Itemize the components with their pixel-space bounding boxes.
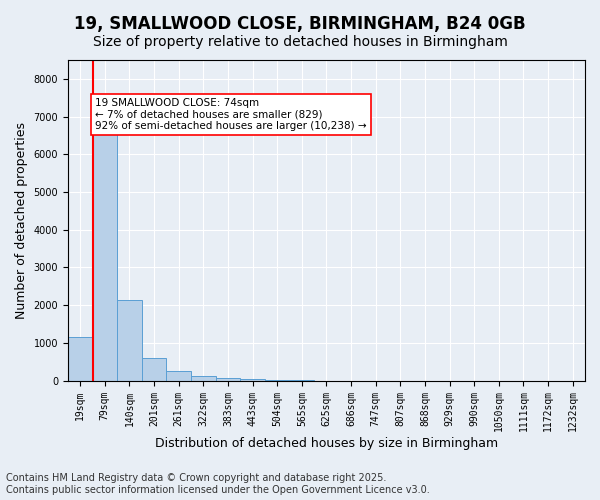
Text: Size of property relative to detached houses in Birmingham: Size of property relative to detached ho… [92,35,508,49]
Bar [166,371,191,380]
Bar [68,337,92,380]
Bar [117,300,142,380]
Text: 19, SMALLWOOD CLOSE, BIRMINGHAM, B24 0GB: 19, SMALLWOOD CLOSE, BIRMINGHAM, B24 0GB [74,15,526,33]
Bar [215,378,240,380]
Text: 19 SMALLWOOD CLOSE: 74sqm
← 7% of detached houses are smaller (829)
92% of semi-: 19 SMALLWOOD CLOSE: 74sqm ← 7% of detach… [95,98,367,131]
Text: Contains HM Land Registry data © Crown copyright and database right 2025.
Contai: Contains HM Land Registry data © Crown c… [6,474,430,495]
Bar [92,132,117,380]
Bar [142,358,166,380]
Bar [191,376,215,380]
X-axis label: Distribution of detached houses by size in Birmingham: Distribution of detached houses by size … [155,437,498,450]
Y-axis label: Number of detached properties: Number of detached properties [15,122,28,319]
